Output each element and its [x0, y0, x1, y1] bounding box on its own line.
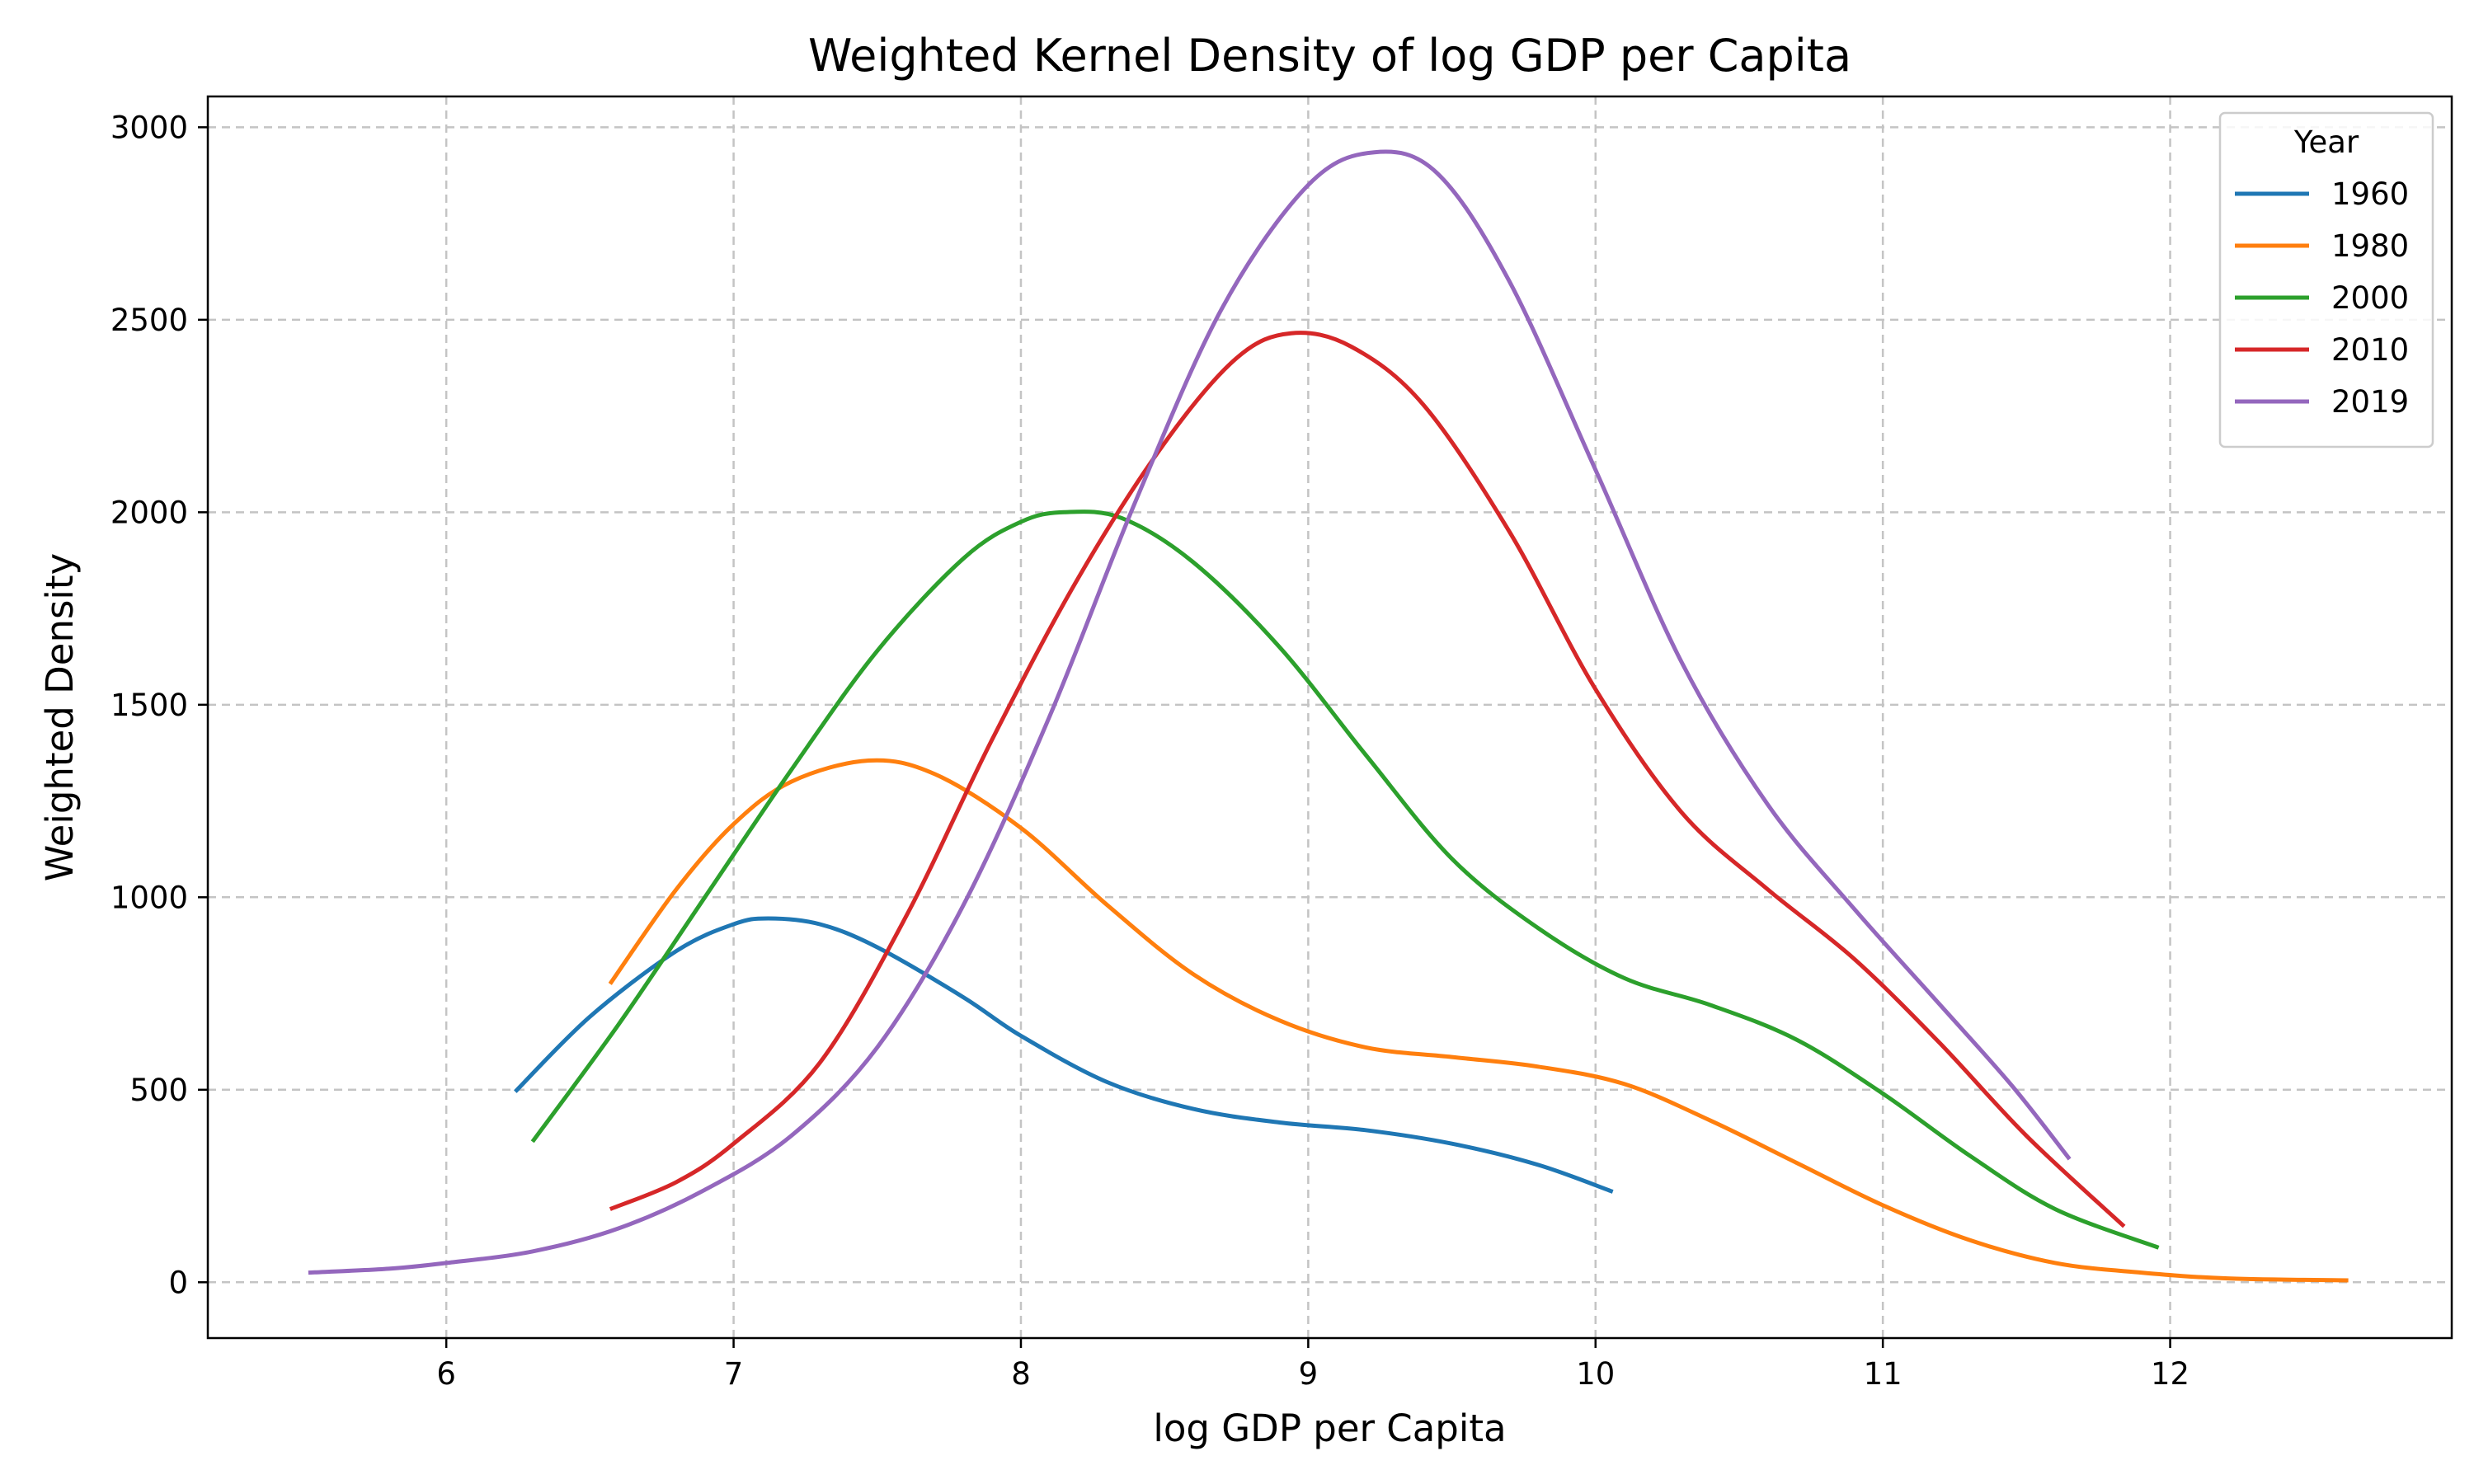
series-line-2010 [609, 331, 2126, 1228]
y-tick-label: 500 [129, 1073, 188, 1108]
x-tick-label: 7 [724, 1356, 744, 1392]
legend-label-2019: 2019 [2331, 384, 2409, 420]
y-tick-label: 3000 [111, 110, 188, 145]
series-line-2000 [530, 510, 2160, 1250]
y-tick-label: 0 [168, 1265, 188, 1300]
chart-title: Weighted Kernel Density of log GDP per C… [808, 30, 1851, 82]
y-axis-label: Weighted Density [38, 553, 82, 881]
x-tick-label: 9 [1299, 1356, 1319, 1392]
x-tick-label: 6 [436, 1356, 456, 1392]
y-tick-label: 2500 [111, 303, 188, 338]
x-tick-label: 10 [1576, 1356, 1615, 1392]
y-tick-label: 2000 [111, 495, 188, 530]
legend-title: Year [2293, 124, 2359, 160]
grid-lines [208, 96, 2452, 1338]
legend-label-2000: 2000 [2331, 280, 2409, 316]
plot-frame [206, 95, 2453, 1340]
legend-label-1980: 1980 [2331, 228, 2409, 264]
legend: Year 1960 1980 2000 2010 2019 [2218, 111, 2434, 448]
x-tick-label: 11 [1864, 1356, 1903, 1392]
series-line-1960 [514, 916, 1614, 1194]
x-tick-label: 8 [1011, 1356, 1031, 1392]
series-line-2019 [308, 149, 2072, 1275]
y-tick-label: 1500 [111, 688, 188, 723]
x-axis-label: log GDP per Capita [1153, 1407, 1506, 1450]
legend-box [2218, 111, 2434, 448]
legend-items: 1960 1980 2000 2010 2019 [2235, 176, 2409, 420]
y-tick-label: 1000 [111, 880, 188, 915]
x-tick-label: 12 [2151, 1356, 2189, 1392]
series-line-1980 [608, 758, 2349, 1283]
legend-label-2010: 2010 [2331, 332, 2409, 368]
legend-label-1960: 1960 [2331, 176, 2409, 212]
series-lines [308, 149, 2349, 1283]
axis-ticks: 6 7 8 9 10 11 12 0 500 1000 1500 2000 2500 3000 [111, 110, 2189, 1392]
